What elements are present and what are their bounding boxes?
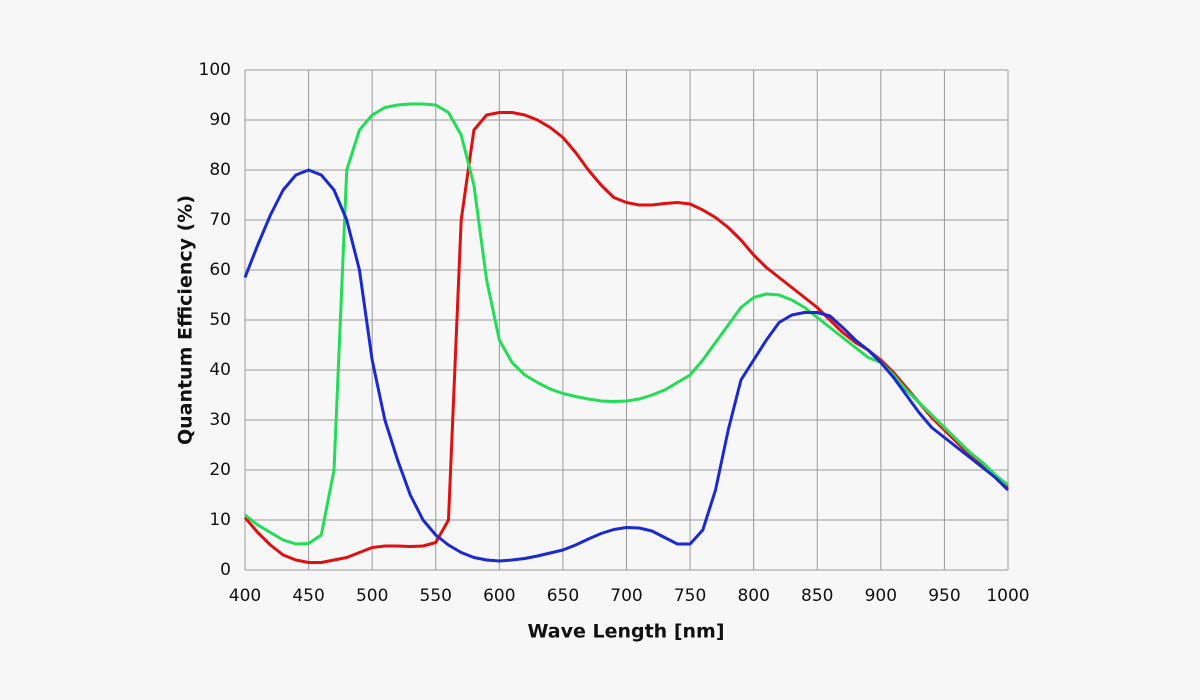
x-tick-label: 800 [737, 586, 769, 606]
y-tick-label: 40 [209, 360, 231, 380]
x-tick-label: 700 [610, 586, 642, 606]
y-tick-label: 30 [209, 410, 231, 430]
x-tick-label: 650 [547, 586, 579, 606]
series-line [243, 111, 1009, 564]
x-tick-label: 600 [483, 586, 515, 606]
x-tick-label: 850 [801, 586, 833, 606]
x-tick-label: 750 [674, 586, 706, 606]
y-tick-label: 0 [220, 560, 231, 580]
y-tick-label: 50 [209, 310, 231, 330]
y-tick-label: 10 [209, 510, 231, 530]
series-line [243, 168, 1010, 563]
y-tick-label: 80 [209, 160, 231, 180]
x-tick-label: 550 [420, 586, 452, 606]
y-tick-label: 100 [199, 60, 231, 80]
x-tick-label: 900 [865, 586, 897, 606]
x-tick-label: 500 [356, 586, 388, 606]
x-tick-label: 450 [292, 586, 324, 606]
x-tick-label: 400 [229, 586, 261, 606]
y-axis-title: Quantum Efficiency (%) [175, 195, 197, 445]
x-axis-title: Wave Length [nm] [527, 621, 724, 643]
y-tick-label: 60 [209, 260, 231, 280]
x-tick-label: 950 [928, 586, 960, 606]
x-tick-label: 1000 [986, 586, 1029, 606]
y-tick-label: 90 [209, 110, 231, 130]
y-tick-label: 70 [209, 210, 231, 230]
y-tick-label: 20 [209, 460, 231, 480]
